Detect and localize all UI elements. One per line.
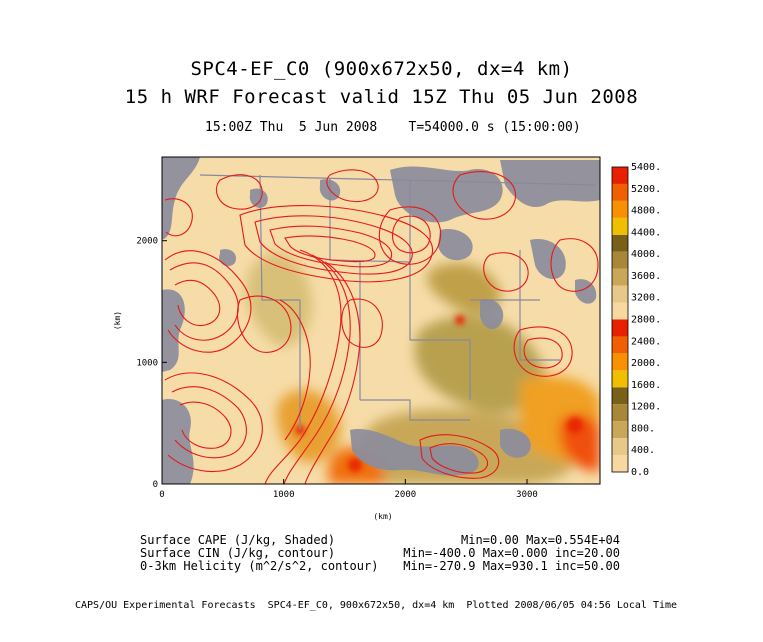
colorbar-swatch (612, 455, 628, 472)
colorbar-label: 5200. (631, 184, 661, 195)
colorbar-label: 2400. (631, 336, 661, 347)
x-tick-label: 2000 (394, 490, 416, 500)
colorbar-label: 3600. (631, 271, 661, 282)
colorbar-label: 1200. (631, 402, 661, 413)
colorbar-swatch (612, 268, 628, 286)
colorbar-label: 800. (631, 423, 655, 434)
colorbar-label: 4800. (631, 206, 661, 217)
colorbar-swatch (612, 438, 628, 456)
x-tick-label: 0 (159, 490, 164, 500)
valid-time-subtitle: 15:00Z Thu 5 Jun 2008 T=54000.0 s (15:00… (205, 120, 581, 135)
colorbar-label: 2800. (631, 315, 661, 326)
colorbar-swatch (612, 234, 628, 252)
colorbar-label: 0.0 (631, 467, 649, 478)
colorbar-swatch (612, 200, 628, 218)
colorbar-swatch (612, 404, 628, 422)
field-stats-cin: Min=-400.0 Max=0.000 inc=20.00 (403, 546, 620, 560)
chart-title-line-1: SPC4-EF_C0 (900x672x50, dx=4 km) (190, 58, 573, 80)
chart-title-line-2: 15 h WRF Forecast valid 15Z Thu 05 Jun 2… (124, 86, 639, 108)
cape-shaded-field (162, 157, 600, 484)
x-tick-label: 1000 (273, 490, 295, 500)
colorbar-swatch (612, 217, 628, 235)
colorbar-label: 1600. (631, 380, 661, 391)
colorbar-frame (611, 166, 629, 473)
field-label-cin: Surface CIN (J/kg, contour) (140, 546, 336, 560)
colorbar-swatch (612, 302, 628, 320)
field-label-helicity: 0-3km Helicity (m^2/s^2, contour) (140, 559, 379, 573)
x-tick-label: 3000 (516, 490, 538, 500)
plot-frame (161, 156, 601, 485)
x-axis-label: (km) (373, 512, 392, 521)
colorbar-label: 4400. (631, 227, 661, 238)
colorbar-label: 4000. (631, 249, 661, 260)
footer-credit: CAPS/OU Experimental Forecasts SPC4-EF_C… (75, 600, 678, 611)
y-tick-label: 0 (153, 480, 158, 490)
field-stats-cape: Min=0.00 Max=0.554E+04 (461, 533, 620, 547)
colorbar-label: 400. (631, 445, 655, 456)
state-borders (199, 174, 596, 430)
colorbar-swatch (612, 285, 628, 303)
colorbar-swatch (612, 387, 628, 405)
y-tick-label: 2000 (136, 237, 158, 247)
colorbar-swatch (612, 370, 628, 388)
colorbar-swatch (612, 183, 628, 201)
y-axis-label: (km) (113, 311, 122, 330)
field-stats-helicity: Min=-270.9 Max=930.1 inc=50.00 (403, 559, 620, 573)
cin-helicity-contours (164, 169, 599, 484)
colorbar: 5400. 5200. 4800. 4400. 4000. 3600. 3200. 2800.… (611, 162, 661, 478)
colorbar-swatch (612, 353, 628, 371)
field-label-cape: Surface CAPE (J/kg, Shaded) (140, 533, 336, 547)
colorbar-label: 5400. (631, 162, 661, 173)
y-tick-label: 1000 (136, 358, 158, 368)
colorbar-swatch (612, 167, 628, 184)
colorbar-label: 2000. (631, 358, 661, 369)
colorbar-label: 3200. (631, 293, 661, 304)
colorbar-swatch (612, 336, 628, 354)
colorbar-swatch (612, 251, 628, 269)
colorbar-swatch (612, 319, 628, 337)
colorbar-swatch (612, 421, 628, 439)
axes: 0 1000 2000 3000 0 1000 2000 (km) (km) (113, 237, 538, 521)
